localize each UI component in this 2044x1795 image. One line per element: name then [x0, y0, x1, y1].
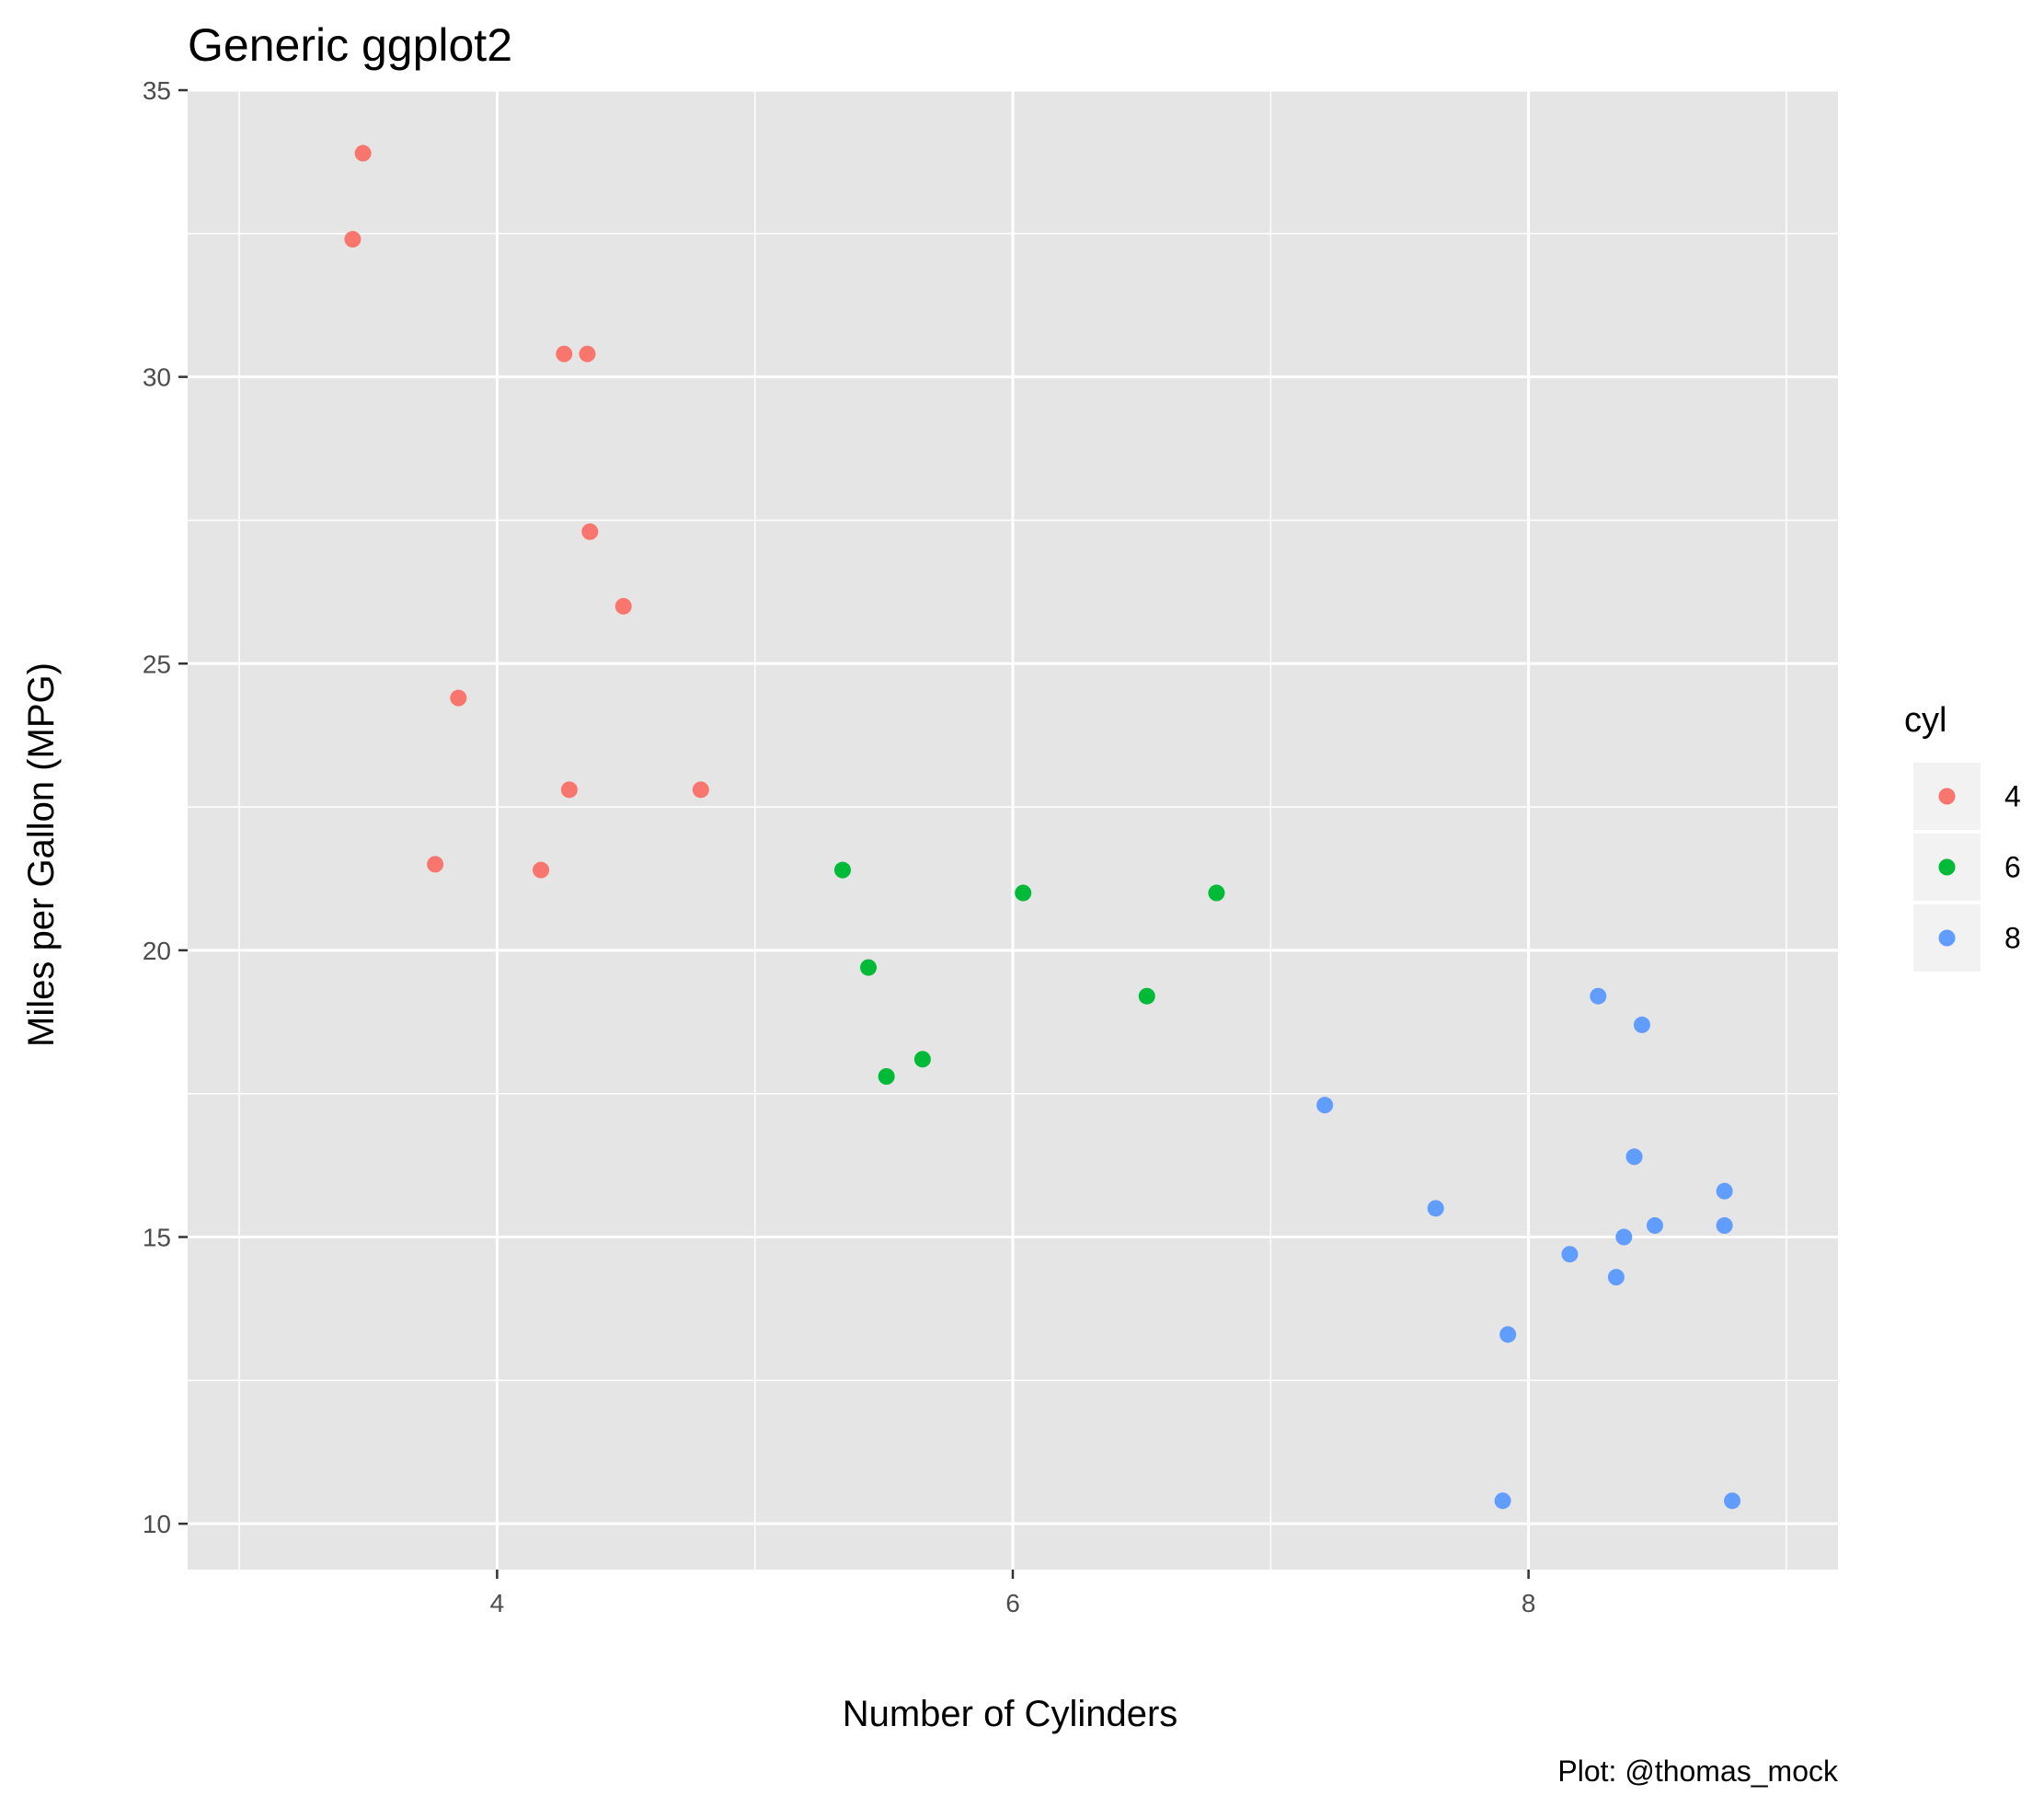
data-point-cyl-8	[1607, 1269, 1625, 1286]
data-point-cyl-8	[1716, 1217, 1733, 1235]
data-point-cyl-6	[1138, 987, 1155, 1005]
data-point-cyl-8	[1316, 1097, 1334, 1114]
data-point-cyl-4	[581, 523, 599, 540]
data-point-cyl-8	[1615, 1228, 1633, 1246]
y-axis-title: Miles per Gallon (MPG)	[21, 662, 62, 1047]
data-point-cyl-8	[1716, 1182, 1733, 1200]
data-point-cyl-6	[860, 959, 878, 976]
y-tick-label: 20	[143, 937, 171, 965]
chart-caption: Plot: @thomas_mock	[1557, 1755, 1839, 1788]
data-point-cyl-4	[354, 144, 372, 162]
chart-title: Generic ggplot2	[188, 19, 512, 71]
legend-marker-6	[1938, 858, 1956, 876]
data-point-cyl-6	[833, 861, 851, 879]
data-point-cyl-8	[1625, 1148, 1643, 1166]
data-point-cyl-6	[913, 1051, 931, 1068]
data-point-cyl-4	[533, 861, 550, 879]
legend-title: cyl	[1904, 701, 1946, 740]
y-tick-label: 15	[143, 1224, 171, 1252]
data-point-cyl-4	[579, 345, 596, 362]
data-points	[344, 144, 1741, 1510]
y-tick-label: 25	[143, 650, 171, 678]
legend: cyl 4 6 8	[1904, 701, 2021, 972]
data-point-cyl-4	[556, 345, 573, 362]
axis-ticks	[178, 88, 1530, 1579]
data-point-cyl-4	[614, 597, 632, 615]
major-gridlines	[188, 88, 1838, 1570]
y-tick-label: 10	[143, 1510, 171, 1538]
data-point-cyl-8	[1590, 987, 1607, 1005]
legend-label-6: 6	[2004, 851, 2021, 884]
legend-label-4: 4	[2004, 780, 2021, 813]
data-point-cyl-8	[1633, 1016, 1650, 1033]
data-point-cyl-4	[450, 689, 467, 707]
x-tick-label: 6	[1005, 1589, 1020, 1617]
x-tick-label: 8	[1522, 1589, 1536, 1617]
y-tick-label: 35	[143, 76, 171, 105]
data-point-cyl-8	[1724, 1492, 1741, 1510]
y-tick-label: 30	[143, 363, 171, 392]
data-point-cyl-4	[427, 856, 444, 873]
data-point-cyl-6	[878, 1068, 895, 1085]
x-tick-label: 4	[490, 1589, 505, 1617]
data-point-cyl-6	[1208, 884, 1225, 902]
x-axis-title: Number of Cylinders	[843, 1694, 1178, 1734]
data-point-cyl-8	[1494, 1492, 1511, 1510]
data-point-cyl-4	[344, 231, 362, 248]
data-point-cyl-8	[1499, 1326, 1517, 1343]
data-point-cyl-4	[560, 781, 578, 799]
legend-marker-8	[1938, 929, 1956, 947]
tick-labels: 4 6 8 10 15 20 25 30 35	[143, 76, 1536, 1617]
data-point-cyl-8	[1427, 1200, 1444, 1217]
legend-marker-4	[1938, 788, 1956, 805]
data-point-cyl-8	[1561, 1246, 1579, 1263]
data-point-cyl-6	[1015, 884, 1032, 902]
data-point-cyl-8	[1646, 1217, 1663, 1235]
data-point-cyl-4	[692, 781, 709, 799]
legend-label-8: 8	[2004, 922, 2021, 955]
